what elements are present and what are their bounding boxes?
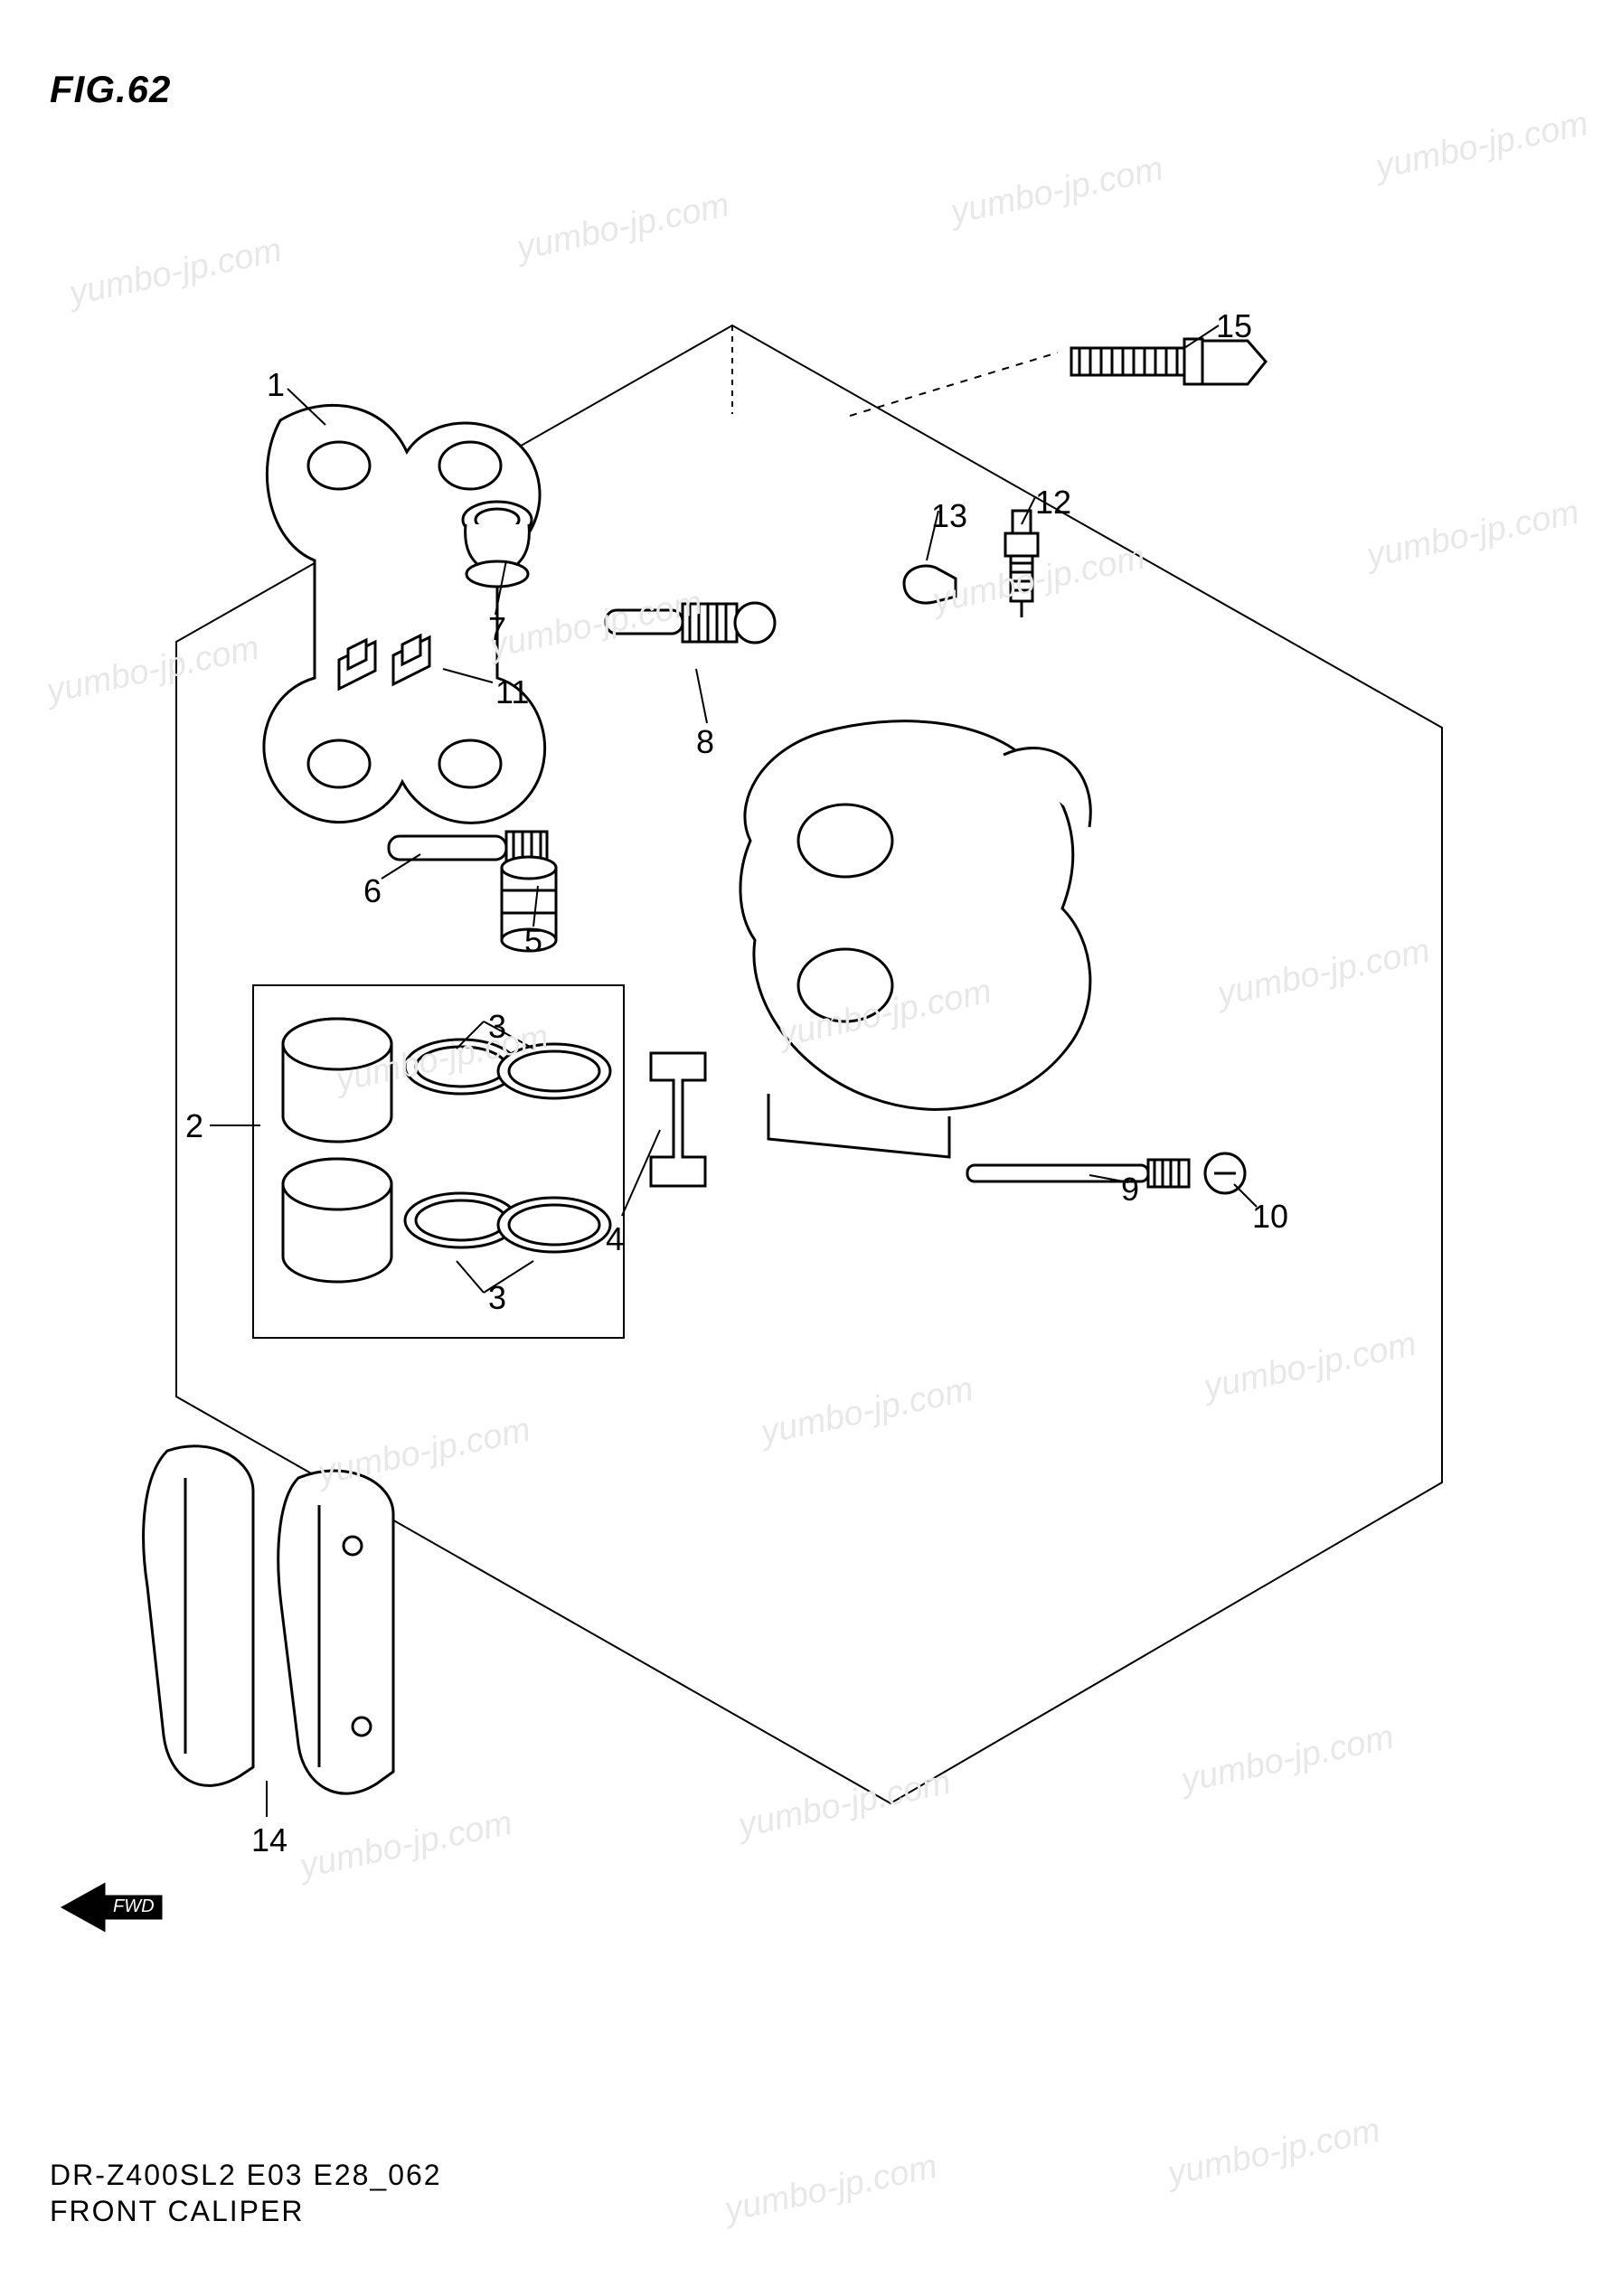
callout-15: 15 (1216, 307, 1252, 345)
footer-model-code: DR-Z400SL2 E03 E28_062 (50, 2159, 442, 2192)
callout-3b: 3 (488, 1279, 506, 1317)
callout-2: 2 (185, 1107, 203, 1145)
callout-3a: 3 (488, 1008, 506, 1046)
callout-14: 14 (251, 1821, 287, 1859)
callout-12: 12 (1035, 484, 1071, 522)
parts-diagram: FWD 1 2 3 3 4 5 6 7 8 9 10 11 (45, 136, 1576, 2034)
callout-1: 1 (267, 366, 285, 404)
callout-13: 13 (931, 497, 967, 535)
watermark-text: yumbo-jp.com (1164, 2112, 1383, 2195)
callout-4: 4 (606, 1220, 624, 1258)
footer-part-name: FRONT CALIPER (50, 2195, 304, 2228)
callout-7: 7 (488, 610, 506, 648)
callout-11: 11 (495, 673, 529, 711)
watermark-text: yumbo-jp.com (721, 2148, 940, 2231)
figure-title: FIG.62 (50, 68, 171, 111)
leader-lines (45, 136, 1576, 2034)
callout-5: 5 (524, 922, 542, 960)
callout-6: 6 (363, 872, 382, 910)
callout-9: 9 (1121, 1171, 1139, 1209)
callout-8: 8 (696, 723, 714, 761)
callout-10: 10 (1252, 1198, 1288, 1236)
